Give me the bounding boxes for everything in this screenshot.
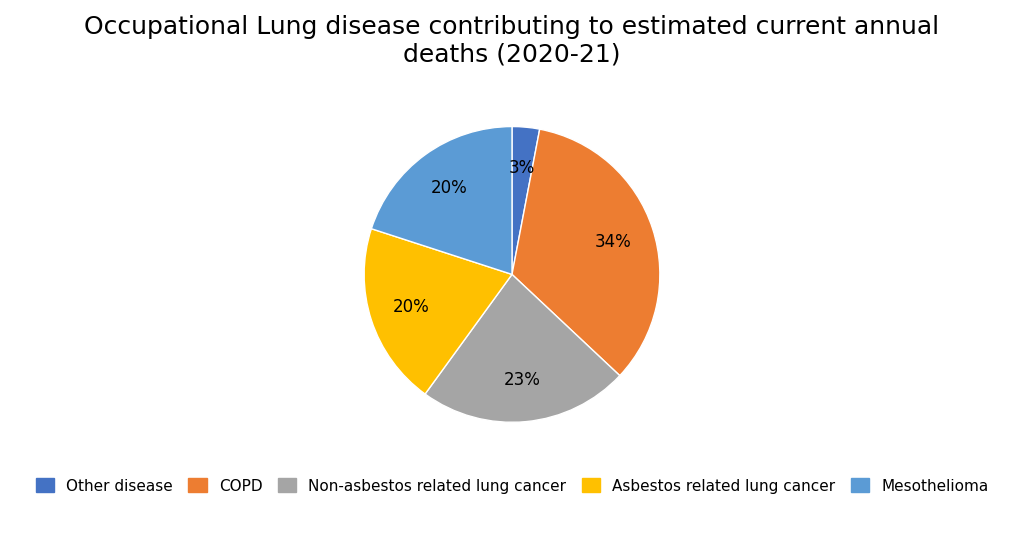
Wedge shape [372,126,512,274]
Legend: Other disease, COPD, Non-asbestos related lung cancer, Asbestos related lung can: Other disease, COPD, Non-asbestos relate… [30,472,994,500]
Text: 20%: 20% [392,298,429,316]
Wedge shape [425,274,620,422]
Text: 3%: 3% [509,159,536,177]
Text: 23%: 23% [504,371,541,389]
Text: 34%: 34% [595,233,632,250]
Wedge shape [512,129,659,376]
Title: Occupational Lung disease contributing to estimated current annual
deaths (2020-: Occupational Lung disease contributing t… [84,15,940,67]
Text: 20%: 20% [431,180,468,197]
Wedge shape [512,126,540,274]
Wedge shape [365,229,512,394]
